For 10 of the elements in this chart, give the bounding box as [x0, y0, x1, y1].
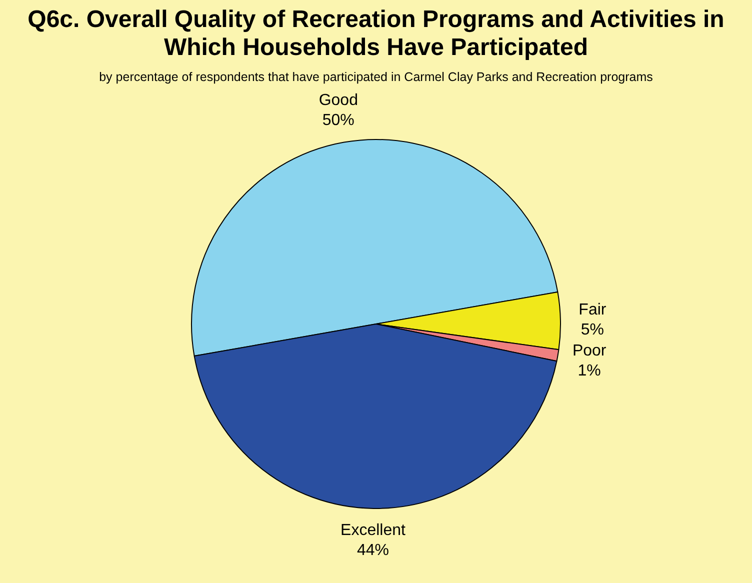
slice-label: Excellent [340, 522, 406, 539]
data-label: 1% [578, 362, 601, 380]
data-label: 5% [580, 322, 604, 339]
slice-label: Poor [572, 342, 607, 360]
data-label: 44% [356, 542, 389, 559]
chart-subtitle: by percentage of respondents that have participated in Carmel Clay Parks and Recreation programs [98, 70, 654, 84]
slice-label: Fair [578, 302, 607, 319]
data-label: 50% [322, 112, 354, 130]
slice-label: Good [318, 92, 358, 110]
chart-title: Q6c. Overall Quality of Recreation Programs and Activities in Which Households Have Participated [26, 6, 726, 62]
